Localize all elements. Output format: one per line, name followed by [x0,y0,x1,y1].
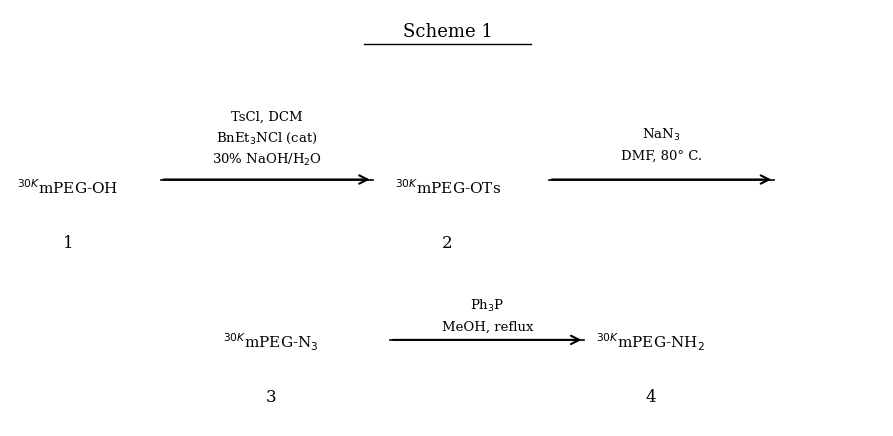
Text: $^{30K}$mPEG-OTs: $^{30K}$mPEG-OTs [395,179,501,198]
Text: Ph$_3$P: Ph$_3$P [470,298,505,314]
Text: BnEt$_3$NCl (cat): BnEt$_3$NCl (cat) [216,131,318,146]
Text: $^{30K}$mPEG-N$_3$: $^{30K}$mPEG-N$_3$ [223,331,319,353]
Text: Scheme 1: Scheme 1 [403,23,493,41]
Text: 1: 1 [63,235,73,252]
Text: 2: 2 [442,235,453,252]
Text: DMF, 80° C.: DMF, 80° C. [621,150,702,163]
Text: $^{30K}$mPEG-OH: $^{30K}$mPEG-OH [18,179,119,198]
Text: TsCl, DCM: TsCl, DCM [231,111,303,124]
Text: 4: 4 [646,389,655,406]
Text: 3: 3 [266,389,277,406]
Text: NaN$_3$: NaN$_3$ [642,126,680,143]
Text: MeOH, reflux: MeOH, reflux [441,320,533,334]
Text: 30% NaOH/H$_2$O: 30% NaOH/H$_2$O [212,152,321,168]
Text: $^{30K}$mPEG-NH$_2$: $^{30K}$mPEG-NH$_2$ [597,331,705,353]
